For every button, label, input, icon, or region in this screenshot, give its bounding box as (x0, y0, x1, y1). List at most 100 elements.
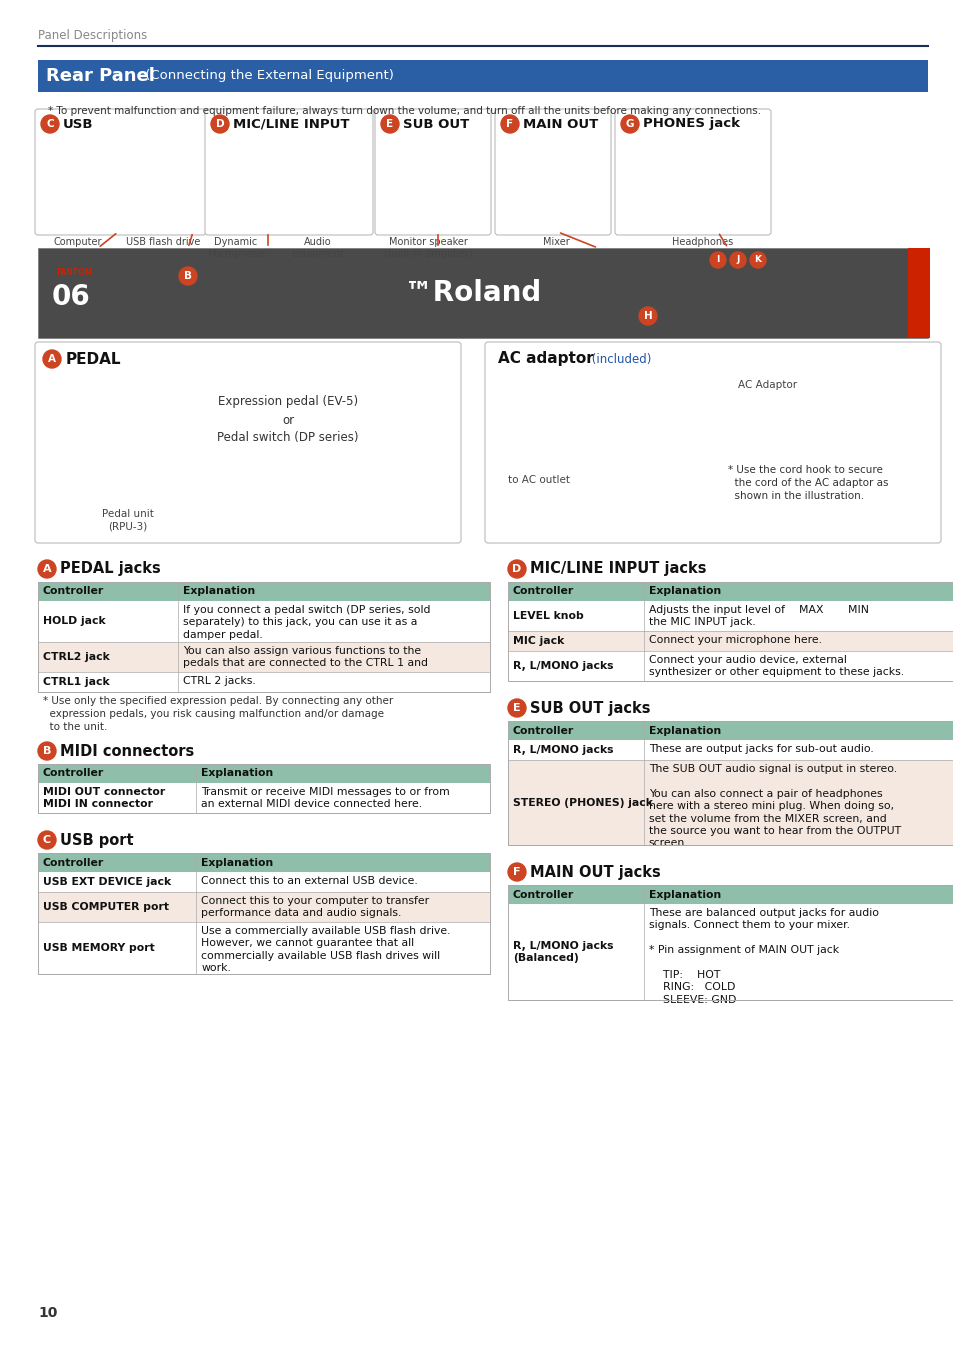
Text: CTRL1 jack: CTRL1 jack (43, 676, 110, 687)
Text: USB port: USB port (60, 833, 133, 848)
Bar (38, 582, 490, 693)
Circle shape (380, 115, 398, 134)
Text: SUB OUT: SUB OUT (402, 117, 469, 131)
Text: AC adaptor: AC adaptor (497, 351, 593, 366)
Text: CTRL2 jack: CTRL2 jack (43, 652, 110, 662)
Circle shape (38, 832, 56, 849)
Circle shape (38, 560, 56, 578)
Text: 06: 06 (52, 284, 91, 310)
Text: Explanation: Explanation (648, 725, 720, 736)
Text: Controller: Controller (43, 768, 104, 779)
Text: USB MEMORY port: USB MEMORY port (43, 944, 154, 953)
Text: STEREO (PHONES) jack: STEREO (PHONES) jack (513, 798, 652, 807)
Circle shape (507, 699, 525, 717)
Bar (38, 764, 490, 783)
Bar (507, 740, 953, 760)
Text: Adjusts the input level of    MAX       MIN
the MIC INPUT jack.: Adjusts the input level of MAX MIN the M… (648, 605, 867, 628)
Text: MIC/LINE INPUT: MIC/LINE INPUT (233, 117, 349, 131)
Text: SUB OUT jacks: SUB OUT jacks (530, 701, 650, 716)
Text: HOLD jack: HOLD jack (43, 617, 106, 626)
Text: PEDAL jacks: PEDAL jacks (60, 562, 161, 576)
Text: Monitor speaker
(built-in amplifier): Monitor speaker (built-in amplifier) (383, 238, 472, 259)
Text: PHONES jack: PHONES jack (642, 117, 740, 131)
Text: These are balanced output jacks for audio
signals. Connect them to your mixer.

: These are balanced output jacks for audi… (648, 909, 878, 1004)
Text: B: B (43, 747, 51, 756)
Circle shape (179, 267, 196, 285)
Text: MIC/LINE INPUT jacks: MIC/LINE INPUT jacks (530, 562, 706, 576)
FancyBboxPatch shape (495, 109, 610, 235)
Text: MAIN OUT jacks: MAIN OUT jacks (530, 864, 660, 879)
Text: C: C (46, 119, 53, 130)
Text: I: I (716, 255, 719, 265)
Bar (38, 922, 490, 973)
Text: Connect this to an external USB device.: Connect this to an external USB device. (201, 876, 417, 886)
Text: Explanation: Explanation (201, 857, 274, 868)
Text: Controller: Controller (513, 725, 574, 736)
Text: Connect your microphone here.: Connect your microphone here. (648, 634, 821, 645)
Text: You can also assign various functions to the
pedals that are connected to the CT: You can also assign various functions to… (183, 647, 428, 668)
Text: Explanation: Explanation (648, 586, 720, 597)
Circle shape (211, 115, 229, 134)
Text: Explanation: Explanation (648, 890, 720, 899)
Text: Mixer: Mixer (542, 238, 569, 247)
Text: 10: 10 (38, 1305, 57, 1320)
Text: These are output jacks for sub-out audio.: These are output jacks for sub-out audio… (648, 744, 872, 755)
Text: If you connect a pedal switch (DP series, sold
separately) to this jack, you can: If you connect a pedal switch (DP series… (183, 605, 430, 640)
Bar (38, 764, 490, 813)
Text: A: A (43, 564, 51, 574)
FancyBboxPatch shape (484, 342, 940, 543)
Bar (38, 853, 490, 973)
Bar (507, 721, 953, 740)
Bar (38, 892, 490, 922)
Circle shape (507, 560, 525, 578)
Circle shape (38, 743, 56, 760)
Text: * Use the cord hook to secure
  the cord of the AC adaptor as
  shown in the ill: * Use the cord hook to secure the cord o… (727, 464, 887, 501)
Circle shape (41, 115, 59, 134)
Text: R, L/MONO jacks: R, L/MONO jacks (513, 662, 613, 671)
Text: B: B (184, 271, 192, 281)
Text: CTRL 2 jacks.: CTRL 2 jacks. (183, 676, 255, 686)
Bar (38, 672, 490, 693)
Text: F: F (513, 867, 520, 878)
Text: F: F (506, 119, 513, 130)
Bar (38, 59, 927, 92)
Bar (507, 582, 953, 601)
Text: MIDI connectors: MIDI connectors (60, 744, 194, 759)
Text: E: E (513, 703, 520, 713)
Text: R, L/MONO jacks
(Balanced): R, L/MONO jacks (Balanced) (513, 941, 613, 963)
Text: R, L/MONO jacks: R, L/MONO jacks (513, 745, 613, 755)
FancyBboxPatch shape (35, 109, 206, 235)
Text: MAIN OUT: MAIN OUT (522, 117, 598, 131)
Bar (507, 886, 953, 1000)
Bar (507, 630, 953, 651)
Bar (38, 643, 490, 672)
Text: Audio
equipment: Audio equipment (292, 238, 344, 259)
Text: Headphones: Headphones (672, 238, 733, 247)
Text: Connect your audio device, external
synthesizer or other equipment to these jack: Connect your audio device, external synt… (648, 655, 902, 678)
Text: * To prevent malfunction and equipment failure, always turn down the volume, and: * To prevent malfunction and equipment f… (48, 107, 760, 116)
Bar (38, 872, 490, 892)
Text: Pedal unit
(RPU-3): Pedal unit (RPU-3) (102, 509, 153, 531)
Text: Use a commercially available USB flash drive.
However, we cannot guarantee that : Use a commercially available USB flash d… (201, 926, 450, 973)
Bar (507, 760, 953, 845)
Circle shape (749, 252, 765, 269)
Bar (507, 904, 953, 1000)
Circle shape (729, 252, 745, 269)
Text: A: A (48, 354, 56, 364)
Bar (507, 651, 953, 680)
Text: USB COMPUTER port: USB COMPUTER port (43, 902, 169, 913)
Bar (507, 601, 953, 630)
Text: MIC jack: MIC jack (513, 636, 563, 647)
Bar (907, 248, 929, 338)
Text: Transmit or receive MIDI messages to or from
an external MIDI device connected h: Transmit or receive MIDI messages to or … (201, 787, 450, 810)
Bar (38, 248, 927, 338)
Text: J: J (736, 255, 739, 265)
Text: The SUB OUT audio signal is output in stereo.

You can also connect a pair of he: The SUB OUT audio signal is output in st… (648, 764, 900, 848)
Text: * Use only the specified expression pedal. By connecting any other
  expression : * Use only the specified expression peda… (43, 697, 393, 733)
Text: Controller: Controller (513, 890, 574, 899)
Text: USB flash drive: USB flash drive (126, 238, 200, 247)
FancyBboxPatch shape (205, 109, 373, 235)
Text: Explanation: Explanation (183, 586, 255, 597)
Text: D: D (215, 119, 224, 130)
Text: D: D (512, 564, 521, 574)
